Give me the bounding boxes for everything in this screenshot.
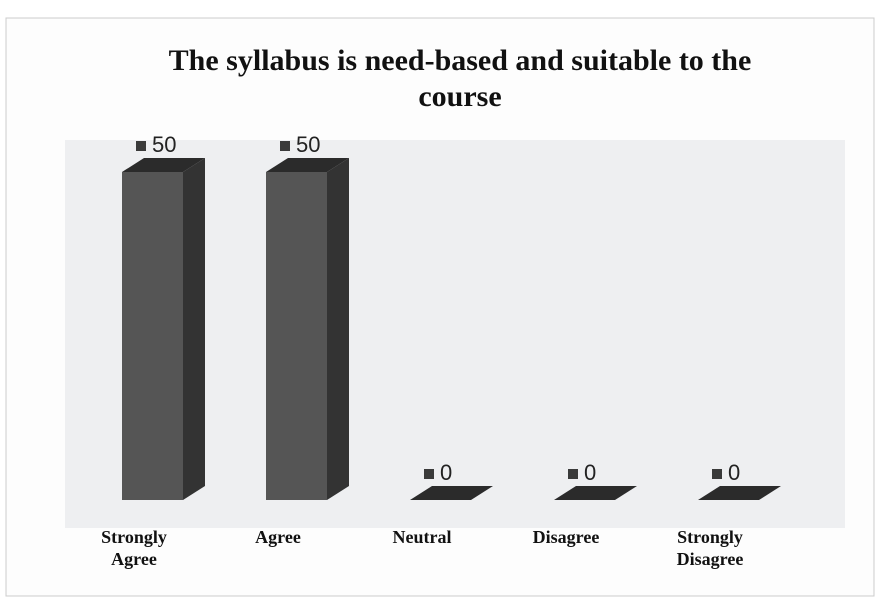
legend-key [568,469,578,479]
bar-front [266,172,327,500]
chart-title: The syllabus is need-based and suitable … [169,44,752,113]
bar-top [266,158,349,172]
x-tick-label: Neutral [393,527,452,547]
legend-key [280,141,290,151]
data-label: 0 [584,460,596,485]
bar-side [327,158,349,500]
x-tick-label: Agree [255,527,301,547]
x-tick-label: Disagree [533,527,600,547]
bar-top [554,486,637,500]
data-label: 50 [152,132,176,157]
data-label: 0 [728,460,740,485]
bar-front [122,172,183,500]
bar-top [698,486,781,500]
legend-key [424,469,434,479]
x-tick-label: Strongly Disagree [677,527,744,569]
bar-top [122,158,205,172]
bar-top [410,486,493,500]
legend-key [712,469,722,479]
legend-key [136,141,146,151]
data-label: 50 [296,132,320,157]
x-tick-label: Strongly Agree [101,527,167,569]
bar-side [183,158,205,500]
data-label: 0 [440,460,452,485]
